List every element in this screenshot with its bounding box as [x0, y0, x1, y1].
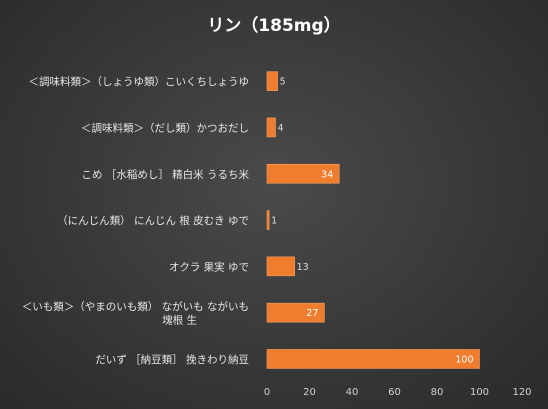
bars [266, 71, 480, 369]
bar [266, 117, 276, 138]
category-label-line: 塊根 生 [162, 313, 197, 326]
bar [266, 256, 295, 277]
x-tick-label: 80 [431, 387, 444, 398]
category-label-line: （にんじん類） にんじん 根 皮むき ゆで [57, 214, 249, 227]
x-tick-label: 40 [346, 387, 359, 398]
x-tick-label: 100 [470, 387, 489, 398]
data-labels: 5 4 34 1 13 27 100 [271, 77, 473, 366]
bar [266, 71, 278, 91]
category-label-line: オクラ 果実 ゆで [169, 260, 249, 273]
category-label-line: ＜いも類＞（やまのいも類） ながいも ながいも [22, 300, 249, 313]
category-label-line: ＜調味料類＞（だし類）かつおだし [81, 121, 249, 134]
x-tick-label: 60 [388, 387, 401, 398]
data-label: 27 [306, 308, 318, 319]
data-label: 13 [297, 262, 309, 273]
bar [266, 210, 270, 230]
data-label: 100 [455, 354, 473, 365]
category-label-line: ＜調味料類＞（しょうゆ類）こいくちしょうゆ [29, 75, 250, 88]
category-label-line: こめ ［水稲めし］ 精白米 うるち米 [81, 168, 249, 181]
category-label: ＜調味料類＞（だし類）かつおだし [81, 121, 249, 134]
data-label: 5 [280, 77, 286, 88]
data-label: 1 [271, 216, 277, 227]
x-tick-label: 120 [512, 387, 531, 398]
bar [266, 302, 325, 323]
category-label: オクラ 果実 ゆで [169, 260, 249, 273]
data-label: 4 [278, 123, 284, 134]
category-label: だいず ［納豆類］ 挽きわり納豆 [95, 353, 249, 366]
category-label: こめ ［水稲めし］ 精白米 うるち米 [81, 168, 249, 181]
category-label: ＜いも類＞（やまのいも類） ながいも ながいも塊根 生 [22, 300, 249, 327]
x-tick-label: 0 [264, 387, 270, 398]
bar [266, 163, 340, 184]
data-label: 34 [321, 169, 333, 180]
x-tick-label: 20 [303, 387, 316, 398]
chart-title: リン（185mg） [207, 15, 340, 36]
x-axis-ticks: 0 20 40 60 80 100 120 [264, 387, 532, 398]
bar [266, 349, 480, 369]
category-label: ＜調味料類＞（しょうゆ類）こいくちしょうゆ [29, 75, 250, 88]
category-label: （にんじん類） にんじん 根 皮むき ゆで [57, 214, 249, 227]
category-label-line: だいず ［納豆類］ 挽きわり納豆 [95, 353, 249, 366]
category-labels: ＜調味料類＞（しょうゆ類）こいくちしょうゆ ＜調味料類＞（だし類）かつおだしこめ … [22, 75, 250, 366]
